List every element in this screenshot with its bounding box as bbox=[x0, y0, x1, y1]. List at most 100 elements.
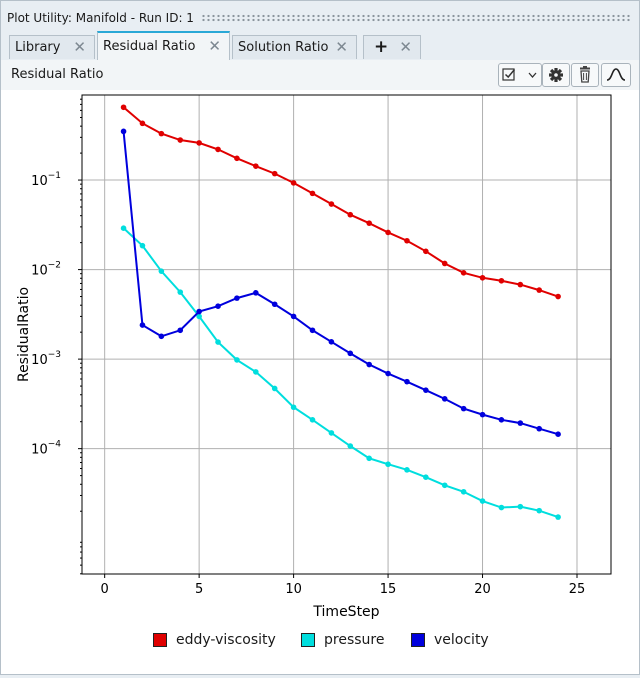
data-point-velocity bbox=[328, 339, 335, 345]
data-point-pressure bbox=[385, 461, 391, 468]
data-point-pressure bbox=[234, 357, 240, 363]
residual-ratio-chart[interactable]: 0 5 10 15 20 25 10−1 10−2 10−3 10−4 TimeStep Residu… bbox=[1, 90, 639, 674]
data-point-pressure bbox=[120, 225, 127, 231]
title-bar[interactable]: Plot Utility: Manifold - Run ID: 1 bbox=[1, 1, 639, 31]
data-point-pressure bbox=[253, 369, 259, 375]
data-point-pressure bbox=[404, 467, 410, 473]
data-point-velocity bbox=[177, 327, 184, 334]
data-point-velocity bbox=[479, 411, 486, 418]
data-point-velocity bbox=[253, 290, 259, 296]
data-point-pressure bbox=[309, 417, 316, 423]
legend-swatch bbox=[153, 633, 167, 647]
data-point-velocity bbox=[404, 378, 410, 385]
data-point-eddy-viscosity bbox=[253, 163, 259, 169]
plus-icon[interactable]: + bbox=[374, 37, 389, 57]
data-point-pressure bbox=[158, 268, 165, 274]
tab-add[interactable]: + ✕ bbox=[363, 35, 421, 59]
data-point-pressure bbox=[215, 339, 221, 345]
data-point-velocity bbox=[347, 350, 354, 357]
data-point-velocity bbox=[139, 322, 146, 328]
data-point-velocity bbox=[290, 313, 297, 320]
x-tick-label: 25 bbox=[569, 582, 586, 597]
data-point-pressure bbox=[517, 503, 524, 510]
y-tick-label: 10−1 bbox=[31, 171, 61, 189]
x-tick-label: 10 bbox=[285, 582, 302, 597]
data-point-pressure bbox=[536, 507, 543, 514]
tab-library[interactable]: Library ✕ bbox=[9, 35, 95, 59]
data-point-eddy-viscosity bbox=[290, 180, 297, 186]
window-title: Plot Utility: Manifold - Run ID: 1 bbox=[7, 11, 194, 25]
data-point-velocity bbox=[517, 420, 524, 426]
checkbox-dropdown-button[interactable] bbox=[498, 63, 542, 87]
data-point-eddy-viscosity bbox=[517, 281, 524, 288]
trash-icon bbox=[580, 66, 590, 83]
data-point-eddy-viscosity bbox=[139, 120, 146, 127]
tab-solution-ratio-label: Solution Ratio bbox=[238, 40, 329, 55]
y-tick-label: 10−3 bbox=[31, 350, 61, 368]
data-point-velocity bbox=[271, 301, 278, 308]
data-point-pressure bbox=[177, 289, 184, 295]
data-point-eddy-viscosity bbox=[309, 190, 316, 197]
data-point-velocity bbox=[385, 370, 391, 377]
legend-swatch bbox=[411, 633, 425, 647]
data-point-velocity bbox=[555, 431, 561, 438]
data-point-pressure bbox=[271, 385, 278, 392]
data-point-pressure bbox=[423, 474, 429, 480]
data-point-pressure bbox=[196, 313, 202, 320]
toolbar: Residual Ratio bbox=[1, 60, 639, 90]
tab-residual-ratio-label: Residual Ratio bbox=[103, 39, 196, 54]
data-point-eddy-viscosity bbox=[404, 237, 410, 244]
plot-area: 0 5 10 15 20 25 10−1 10−2 10−3 10−4 TimeStep Residu… bbox=[1, 90, 639, 674]
y-tick-label: 10−2 bbox=[31, 261, 61, 279]
data-point-pressure bbox=[498, 504, 505, 511]
settings-button[interactable] bbox=[542, 63, 570, 87]
data-point-eddy-viscosity bbox=[423, 248, 429, 255]
close-icon[interactable]: ✕ bbox=[399, 38, 412, 56]
data-point-pressure bbox=[328, 430, 335, 436]
data-point-velocity bbox=[120, 128, 127, 135]
x-tick-label: 20 bbox=[474, 582, 491, 597]
data-point-velocity bbox=[441, 396, 448, 402]
panel-title: Residual Ratio bbox=[11, 67, 104, 82]
data-point-pressure bbox=[441, 482, 448, 489]
data-point-velocity bbox=[158, 333, 165, 340]
close-icon[interactable]: ✕ bbox=[335, 38, 348, 56]
data-point-eddy-viscosity bbox=[271, 170, 278, 177]
data-point-eddy-viscosity bbox=[215, 146, 221, 153]
delete-button[interactable] bbox=[571, 63, 599, 87]
close-icon[interactable]: ✕ bbox=[208, 37, 221, 55]
data-point-eddy-viscosity bbox=[120, 104, 127, 111]
tab-solution-ratio[interactable]: Solution Ratio ✕ bbox=[232, 35, 357, 59]
data-point-velocity bbox=[423, 387, 429, 393]
tab-library-label: Library bbox=[15, 40, 61, 55]
data-point-pressure bbox=[479, 498, 486, 504]
data-point-eddy-viscosity bbox=[347, 211, 354, 218]
legend-label: pressure bbox=[324, 632, 385, 648]
data-point-velocity bbox=[460, 405, 467, 412]
x-tick-label: 5 bbox=[195, 582, 203, 597]
data-point-velocity bbox=[309, 327, 316, 334]
data-point-velocity bbox=[196, 308, 202, 315]
data-point-pressure bbox=[366, 455, 372, 462]
data-point-eddy-viscosity bbox=[479, 274, 486, 281]
x-axis-label: TimeStep bbox=[312, 604, 379, 620]
x-tick-label: 0 bbox=[101, 582, 109, 597]
tab-residual-ratio[interactable]: Residual Ratio ✕ bbox=[97, 31, 230, 60]
x-tick-label: 15 bbox=[380, 582, 397, 597]
axes-frame bbox=[81, 94, 612, 575]
data-point-eddy-viscosity bbox=[196, 140, 202, 146]
data-point-eddy-viscosity bbox=[385, 229, 391, 236]
drag-handle[interactable] bbox=[201, 14, 631, 22]
data-point-velocity bbox=[234, 295, 240, 301]
data-point-velocity bbox=[536, 425, 543, 432]
data-point-eddy-viscosity bbox=[555, 293, 561, 300]
data-point-eddy-viscosity bbox=[177, 137, 184, 143]
close-icon[interactable]: ✕ bbox=[73, 38, 86, 56]
chart-legend: eddy-viscosity pressure velocity bbox=[1, 632, 639, 653]
data-point-pressure bbox=[347, 443, 354, 449]
y-tick-label: 10−4 bbox=[31, 440, 61, 458]
curve-button[interactable] bbox=[601, 63, 631, 87]
legend-label: velocity bbox=[434, 632, 489, 648]
data-point-pressure bbox=[555, 514, 561, 520]
